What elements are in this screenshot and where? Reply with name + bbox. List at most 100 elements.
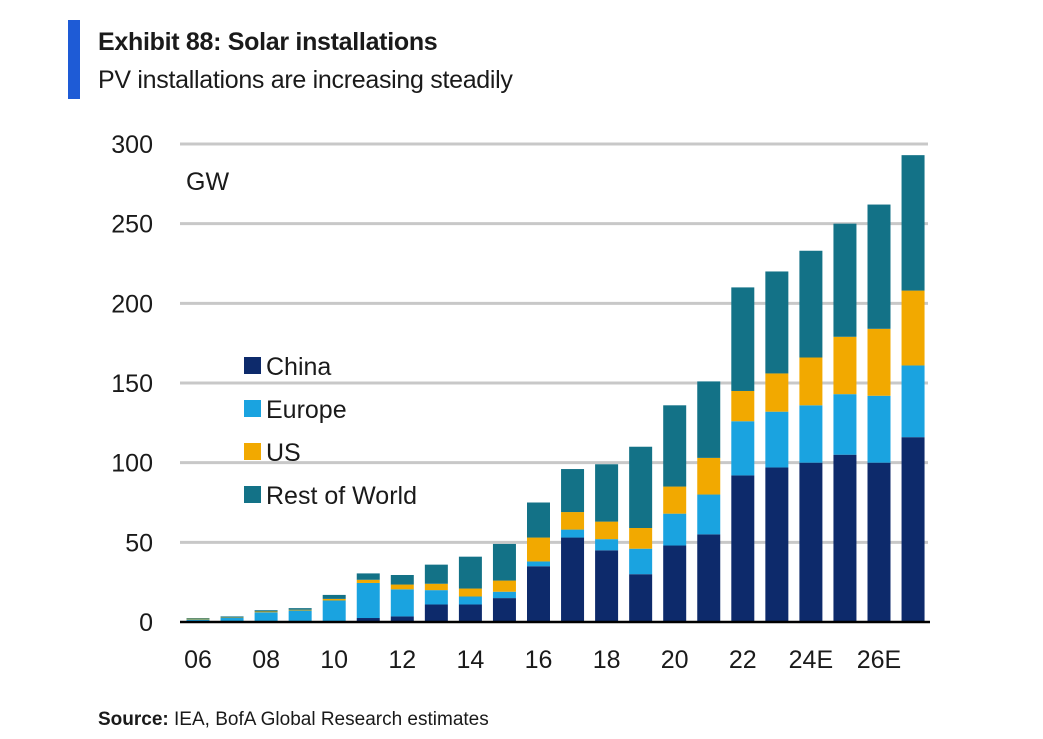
bar-stack-20: [663, 405, 687, 622]
unit-label: GW: [186, 168, 229, 196]
source-note: Source: IEA, BofA Global Research estima…: [98, 709, 489, 731]
bar-segment-europe: [663, 513, 687, 546]
bar-segment-china: [663, 545, 687, 622]
bar-segment-rest-of-world: [595, 464, 619, 522]
bar-segment-rest-of-world: [322, 594, 346, 599]
bar-stack-26E: [867, 204, 891, 622]
bar-stack-13: [424, 564, 448, 622]
bar-stack-16: [527, 502, 550, 622]
bar-segment-europe: [799, 405, 823, 463]
bar-segment-china: [629, 574, 653, 622]
stacked-bar-chart: 0 50 100 150 200 250 300 06 08 10 12 14 16 18 20 22 24E…: [111, 131, 930, 674]
bar-stack-14: [458, 556, 482, 622]
bar-segment-rest-of-world: [254, 610, 278, 612]
bar-segment-us: [833, 336, 857, 395]
y-tick-label: 100: [111, 450, 153, 478]
bar-segment-china: [765, 467, 789, 622]
bar-segment-rest-of-world: [697, 381, 721, 458]
x-tick-label: 26E: [857, 646, 901, 674]
x-tick-label: 14: [456, 646, 484, 674]
bar-segment-rest-of-world: [663, 405, 687, 487]
bar-segment-us: [492, 580, 516, 592]
chart-subtitle: PV installations are increasing steadily: [98, 66, 513, 94]
bar-segment-europe: [322, 600, 346, 622]
bar-segment-rest-of-world: [561, 469, 585, 513]
bar-segment-china: [833, 454, 857, 622]
bar-segment-china: [458, 604, 482, 622]
bar-segment-europe: [765, 411, 789, 468]
bar-segment-rest-of-world: [731, 287, 755, 391]
bar-segment-europe: [731, 421, 755, 476]
bar-segment-europe: [458, 596, 482, 605]
x-tick-label: 08: [252, 646, 280, 674]
bar-stack-24E: [799, 250, 823, 622]
bar-segment-europe: [901, 365, 925, 438]
legend: China Europe US Rest of World: [244, 353, 417, 510]
bar-segment-rest-of-world: [220, 616, 244, 618]
bar-segment-rest-of-world: [492, 543, 516, 581]
bar-segment-rest-of-world: [186, 618, 210, 619]
bar-segment-rest-of-world: [629, 446, 653, 528]
bar-segment-us: [901, 290, 925, 366]
bar-segment-rest-of-world: [527, 502, 550, 538]
bar-segment-us: [629, 527, 653, 549]
bar-segment-us: [697, 457, 721, 495]
legend-label: US: [266, 439, 301, 467]
bar-segment-europe: [254, 612, 278, 622]
bar-segment-china: [424, 604, 448, 622]
bar-segment-europe: [833, 394, 857, 455]
bar-stack-19: [629, 446, 653, 622]
chart-title: Exhibit 88: Solar installations: [98, 28, 438, 56]
legend-swatch-china: [244, 357, 261, 374]
y-tick-label: 150: [111, 370, 153, 398]
source-text: IEA, BofA Global Research estimates: [174, 709, 489, 730]
bar-stack-27E: [901, 155, 925, 622]
bar-segment-china: [901, 437, 925, 622]
bar-segment-china: [390, 616, 414, 622]
legend-swatch-europe: [244, 400, 261, 417]
bar-segment-europe: [697, 494, 721, 535]
bar-segment-china: [492, 598, 516, 622]
bar-segment-rest-of-world: [901, 155, 925, 291]
legend-label: China: [266, 353, 331, 381]
y-tick-label: 250: [111, 211, 153, 239]
x-tick-label: 10: [320, 646, 348, 674]
bar-segment-europe: [867, 395, 891, 463]
legend-label: Europe: [266, 396, 347, 424]
bar-segment-us: [356, 579, 380, 583]
bar-segment-us: [799, 357, 823, 406]
bar-stack-12: [390, 574, 414, 622]
bar-segment-europe: [424, 590, 448, 605]
bar-segment-us: [663, 486, 687, 514]
bar-segment-us: [561, 512, 585, 530]
bar-segment-us: [867, 328, 891, 396]
bar-segment-us: [731, 390, 755, 422]
bar-segment-us: [765, 373, 789, 412]
bar-segment-europe: [629, 548, 653, 575]
bar-segment-china: [561, 537, 585, 622]
bar-segment-china: [527, 566, 550, 622]
y-axis: 0 50 100 150 200 250 300: [111, 131, 153, 637]
bar-segment-us: [254, 611, 278, 613]
x-tick-label: 22: [729, 646, 757, 674]
accent-bar: [68, 20, 80, 99]
bar-segment-rest-of-world: [458, 556, 482, 589]
x-tick-label: 16: [525, 646, 553, 674]
bar-stack-23: [765, 271, 789, 622]
bar-stack-25E: [833, 223, 857, 622]
bar-segment-europe: [390, 589, 414, 617]
x-tick-label: 24E: [789, 646, 833, 674]
y-tick-label: 0: [139, 609, 153, 637]
bar-stack-21: [697, 381, 721, 622]
bar-segment-rest-of-world: [867, 204, 891, 329]
bar-segment-china: [356, 618, 380, 622]
bar-stack-08: [254, 610, 278, 622]
bar-segment-us: [595, 521, 619, 540]
bar-segment-us: [186, 618, 210, 620]
bar-segment-china: [697, 534, 721, 622]
bar-segment-us: [288, 609, 312, 611]
bar-stack-22: [731, 287, 755, 622]
x-tick-label: 06: [184, 646, 212, 674]
source-label: Source:: [98, 709, 169, 730]
bar-segment-us: [424, 583, 448, 591]
